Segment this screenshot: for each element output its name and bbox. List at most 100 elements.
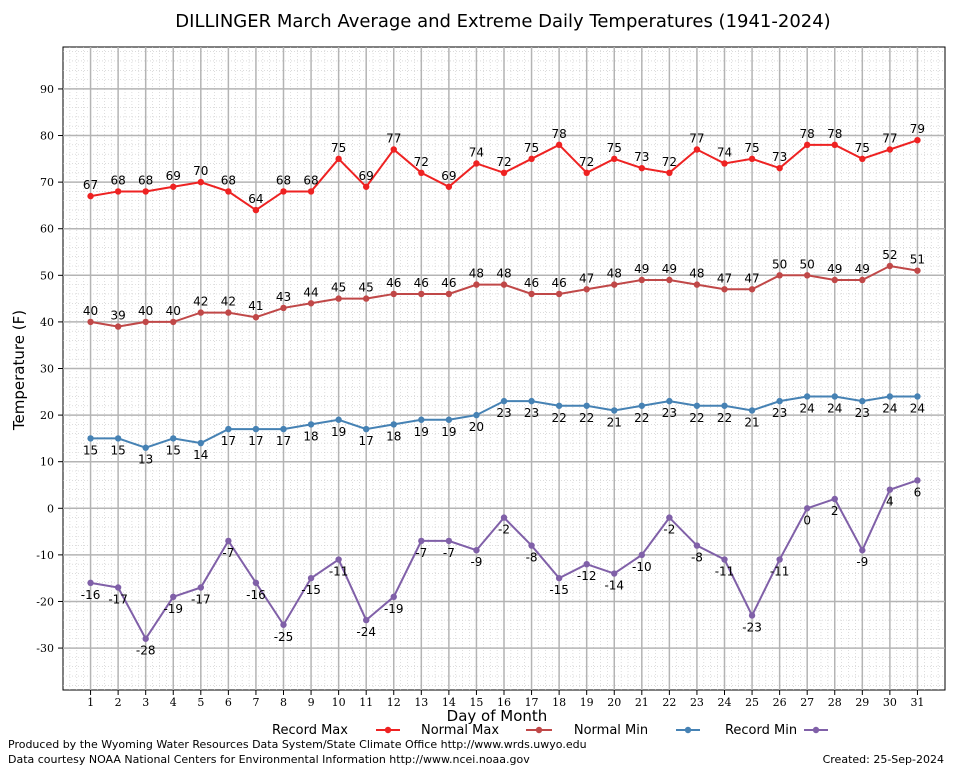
series-normal-max: 40 39 40 40 42 42 41 43 44 45 45 46 46 46 48 48 46 46 47 48… [83,248,925,330]
data-point-normal-max [748,286,756,293]
data-label-record-max: 75 [855,141,870,155]
data-label-normal-max: 48 [607,267,622,281]
data-point-record-max [307,188,315,195]
data-point-record-max [776,164,783,172]
x-tick-label: 16 [497,696,511,709]
data-label-record-min: -11 [715,565,735,579]
data-point-normal-max [528,290,535,298]
y-tick-label: 0 [47,502,54,515]
data-label-normal-max: 39 [110,309,125,323]
data-point-record-max [666,169,673,177]
data-point-normal-max [583,286,590,293]
data-point-normal-max [170,318,177,326]
data-label-record-max: 77 [689,132,704,146]
data-label-record-min: -2 [663,523,675,537]
x-tick-label: 17 [525,696,539,709]
x-tick-label: 22 [662,696,676,709]
data-label-record-max: 75 [744,141,759,155]
data-label-record-min: -7 [443,546,455,560]
data-label-normal-min: 21 [744,415,759,429]
data-point-normal-min [390,421,397,428]
data-label-normal-max: 47 [744,271,759,285]
data-label-record-min: -16 [246,588,266,602]
data-label-normal-max: 49 [662,262,677,276]
data-label-record-max: 75 [524,141,539,155]
data-point-record-min [776,556,783,563]
data-label-record-max: 68 [221,173,236,187]
y-tick-label: 90 [40,83,54,96]
data-label-normal-min: 22 [579,411,594,425]
x-tick-label: 25 [745,696,759,709]
data-point-normal-min [170,435,177,442]
data-label-normal-min: 17 [276,434,291,448]
data-point-record-max [500,169,508,177]
data-label-record-max: 75 [607,141,622,155]
data-label-record-max: 68 [110,173,125,187]
data-point-normal-min [142,444,149,451]
data-label-record-max: 69 [359,169,374,183]
data-label-record-min: -14 [604,579,624,593]
data-label-record-max: 75 [331,141,346,155]
data-point-record-max [886,146,894,153]
data-point-record-max [748,155,756,163]
data-point-record-min [197,584,205,591]
data-point-normal-max [142,318,149,326]
data-point-record-min [335,556,342,563]
data-point-record-min [666,514,673,521]
data-label-record-max: 77 [386,132,401,146]
data-point-record-min [831,495,838,503]
data-label-record-max: 74 [469,145,484,159]
y-tick-label: 80 [40,130,54,143]
data-label-normal-min: 18 [386,429,401,443]
data-point-record-max [555,141,563,149]
data-point-record-max [914,136,921,144]
x-tick-label: 20 [607,696,621,709]
x-tick-label: 4 [170,696,177,709]
x-axis-ticks: 1 2 3 4 5 6 7 8 9 10 11 12 13 14 15 16 17 18 19 20 21 22 23 24 2… [87,690,924,709]
data-label-record-max: 70 [193,164,208,178]
data-point-normal-min [666,397,673,405]
data-label-normal-min: 15 [83,443,98,457]
data-label-record-min: 0 [803,513,811,527]
x-tick-label: 23 [690,696,704,709]
y-tick-label: 70 [40,176,54,189]
data-point-normal-max [473,281,480,288]
x-tick-label: 2 [115,696,122,709]
data-label-normal-min: 22 [689,411,704,425]
data-point-record-max [280,188,287,195]
data-label-record-max: 73 [634,150,649,164]
data-label-record-min: -28 [136,644,156,658]
data-point-normal-min [886,393,894,400]
legend: Record Max Normal Max Normal Min Record Min [272,723,828,738]
data-label-record-max: 72 [662,155,677,169]
x-tick-label: 8 [280,696,287,709]
data-point-normal-min [859,397,866,405]
y-tick-label: -10 [36,549,54,562]
data-label-record-min: 2 [831,504,839,518]
data-point-normal-max [114,323,122,330]
data-label-record-min: -15 [549,583,569,597]
data-label-normal-min: 18 [303,429,318,443]
data-label-normal-min: 24 [910,401,925,415]
data-label-record-min: -15 [301,583,321,597]
data-point-record-min [611,570,618,577]
data-point-record-max [335,155,342,163]
data-label-record-min: -7 [222,546,234,560]
x-tick-label: 12 [387,696,401,709]
data-label-normal-min: 14 [193,448,208,462]
data-point-record-min [803,505,811,512]
data-label-normal-max: 45 [359,281,374,295]
series-normal-min: 15 15 13 15 14 17 17 17 18 19 17 18 19 19 20 23 23 22 22 21… [83,393,925,467]
data-label-record-max: 69 [441,169,456,183]
x-tick-label: 1 [87,696,94,709]
data-point-normal-max [693,281,701,288]
data-point-normal-min [225,425,232,433]
data-label-normal-max: 46 [441,276,456,290]
x-tick-label: 21 [635,696,649,709]
legend-label-record-min: Record Min [725,723,797,738]
data-point-normal-max [87,318,94,326]
data-label-record-min: -16 [81,588,101,602]
data-label-record-min: -11 [329,565,349,579]
data-point-record-min [252,579,260,587]
data-point-normal-min [87,435,94,442]
